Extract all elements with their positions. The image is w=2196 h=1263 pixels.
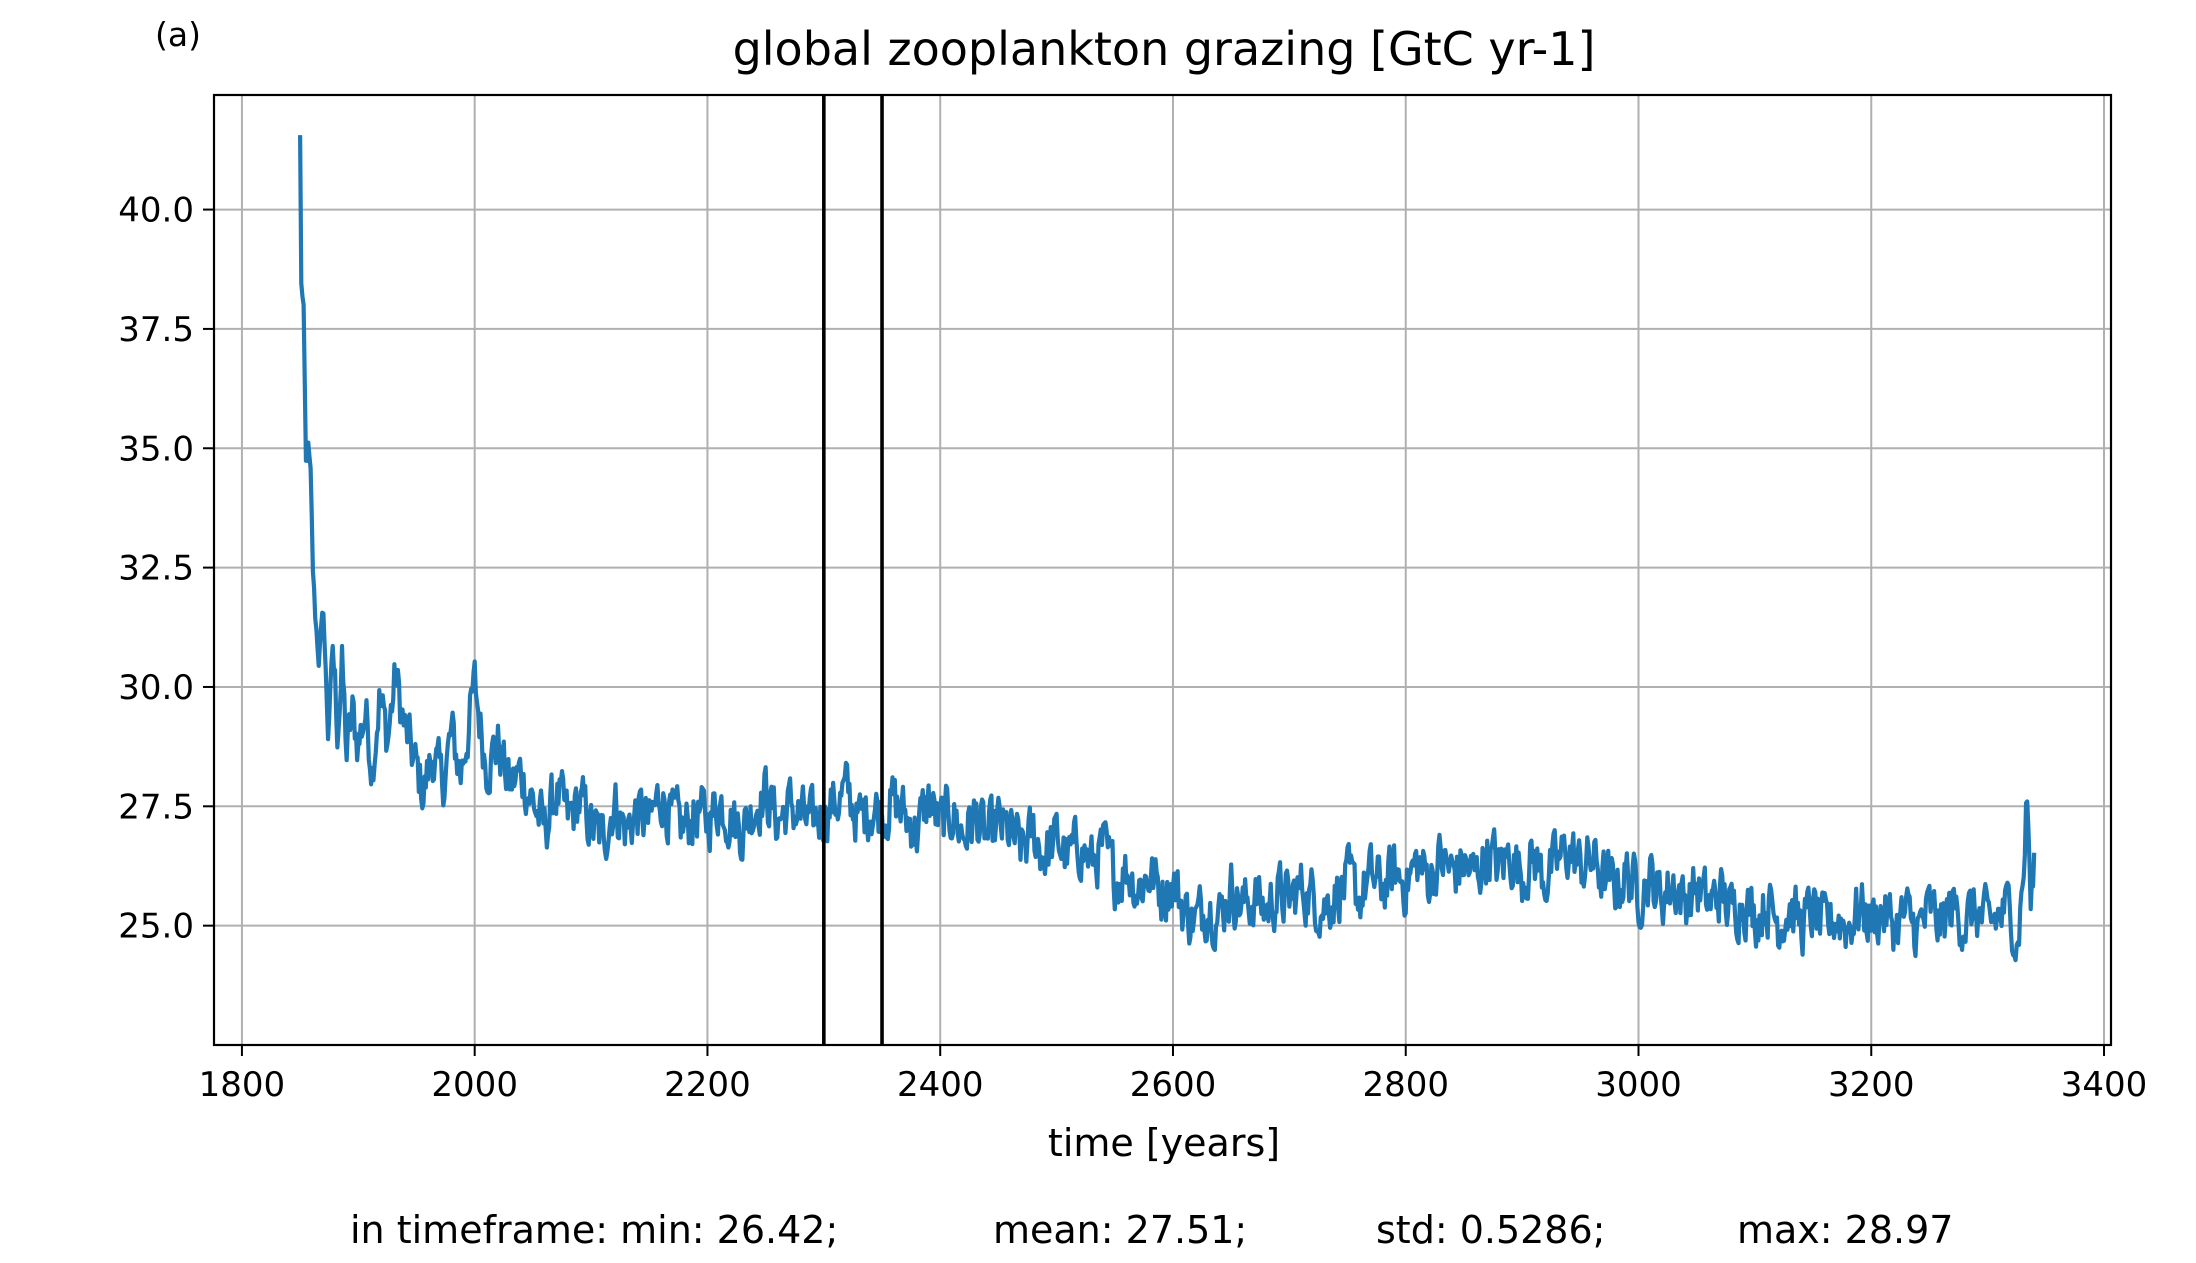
x-tick-label: 3000 — [1595, 1065, 1682, 1105]
x-tick-label: 2200 — [664, 1065, 751, 1105]
x-tick-label: 2600 — [1130, 1065, 1217, 1105]
x-axis-ticks: 1800 2000 2200 2400 2600 2800 3000 3200 3400 — [199, 1045, 2148, 1105]
x-tick-label: 3400 — [2061, 1065, 2148, 1105]
x-tick-label: 2000 — [431, 1065, 518, 1105]
stat-std: std: 0.5286; — [1376, 1208, 1605, 1252]
y-axis-ticks: 25.0 27.5 30.0 32.5 35.0 37.5 40.0 — [118, 191, 214, 947]
x-tick-label: 2800 — [1362, 1065, 1449, 1105]
x-tick-label: 2400 — [897, 1065, 984, 1105]
y-tick-label: 32.5 — [118, 549, 194, 589]
stat-mean: mean: 27.51; — [993, 1208, 1247, 1252]
stat-max: max: 28.97 — [1737, 1208, 1953, 1252]
y-tick-label: 27.5 — [118, 787, 194, 827]
x-tick-label: 1800 — [199, 1065, 286, 1105]
timeframe-markers — [822, 95, 884, 1045]
stat-min: in timeframe: min: 26.42; — [350, 1208, 838, 1252]
panel-label: (a) — [155, 15, 201, 54]
plot-frame — [212, 93, 2113, 1047]
x-tick-label: 3200 — [1828, 1065, 1915, 1105]
chart-title: global zooplankton grazing [GtC yr-1] — [733, 22, 1596, 76]
series-layer — [298, 135, 2037, 963]
y-tick-label: 25.0 — [118, 907, 194, 947]
y-tick-label: 35.0 — [118, 429, 194, 469]
y-tick-label: 40.0 — [118, 191, 194, 231]
y-tick-label: 37.5 — [118, 310, 194, 350]
x-axis-label: time [years] — [1048, 1121, 1280, 1165]
series-line — [298, 135, 2037, 963]
y-tick-label: 30.0 — [118, 668, 194, 708]
